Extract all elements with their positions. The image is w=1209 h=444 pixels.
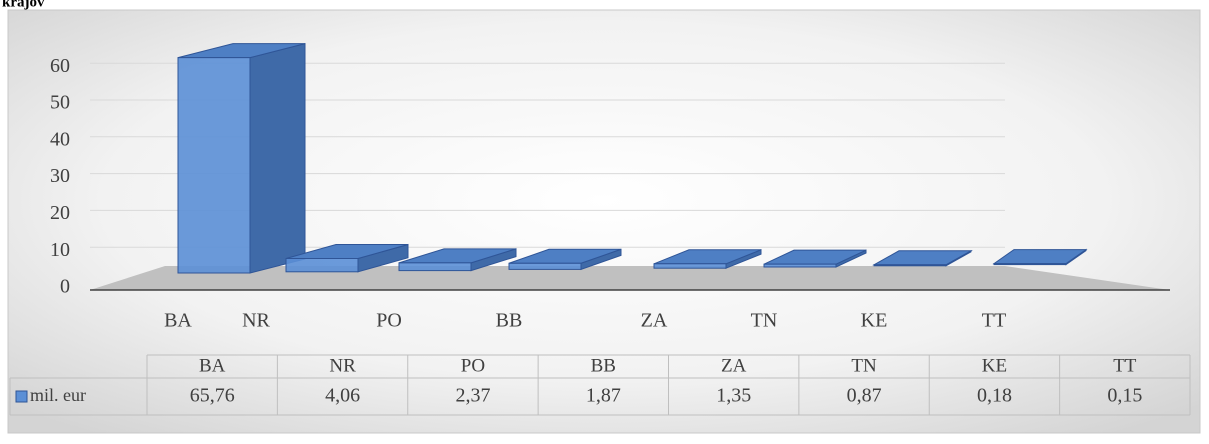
x-tick-label: TT <box>982 310 1006 332</box>
bar <box>285 258 359 273</box>
table-header: PO <box>461 355 485 376</box>
bar <box>873 264 947 267</box>
table-header: NR <box>329 355 356 376</box>
legend-label: mil. eur <box>30 385 86 405</box>
floor <box>90 266 1170 290</box>
x-tick-label: PO <box>376 310 402 332</box>
bar <box>653 263 727 269</box>
x-tick-label: BB <box>496 310 523 332</box>
bar <box>508 262 582 270</box>
y-tick-label: 10 <box>50 239 70 261</box>
y-tick-label: 0 <box>60 276 70 298</box>
y-tick-label: 60 <box>50 55 70 77</box>
x-tick-label: BA <box>164 310 192 332</box>
chart-title: krajov <box>2 0 45 10</box>
table-value: 0,15 <box>1107 385 1142 407</box>
table-value: 1,87 <box>586 385 621 407</box>
bar <box>763 263 837 268</box>
table-value: 0,18 <box>977 385 1012 407</box>
table-header: BA <box>199 355 226 376</box>
table-header: KE <box>982 355 1007 376</box>
table-value: 2,37 <box>455 385 490 407</box>
x-tick-label: KE <box>861 310 888 332</box>
y-tick-label: 20 <box>50 202 70 224</box>
bar <box>177 57 251 274</box>
table-value: 0,87 <box>847 385 882 407</box>
legend-key <box>15 390 28 403</box>
y-tick-label: 30 <box>50 165 70 187</box>
x-tick-label: TN <box>751 310 778 332</box>
table-value: 65,76 <box>190 385 235 407</box>
table-header: BB <box>591 355 616 376</box>
data-table: BA 65,76 NR 4,06 PO 2,37 BB 1,87 ZA 1,35 TN 0,87 KE 0… <box>9 354 1191 416</box>
bar <box>993 263 1067 266</box>
table-value: 1,35 <box>716 385 751 407</box>
x-tick-label: NR <box>242 310 270 332</box>
bar <box>398 262 472 272</box>
y-tick-label: 50 <box>50 92 70 114</box>
table-header: TT <box>1113 355 1137 376</box>
table-value: 4,06 <box>325 385 360 407</box>
table-header: ZA <box>721 355 747 376</box>
y-tick-label: 40 <box>50 128 70 150</box>
x-tick-label: ZA <box>641 310 668 332</box>
bar-side <box>249 42 306 274</box>
table-header: TN <box>851 355 877 376</box>
